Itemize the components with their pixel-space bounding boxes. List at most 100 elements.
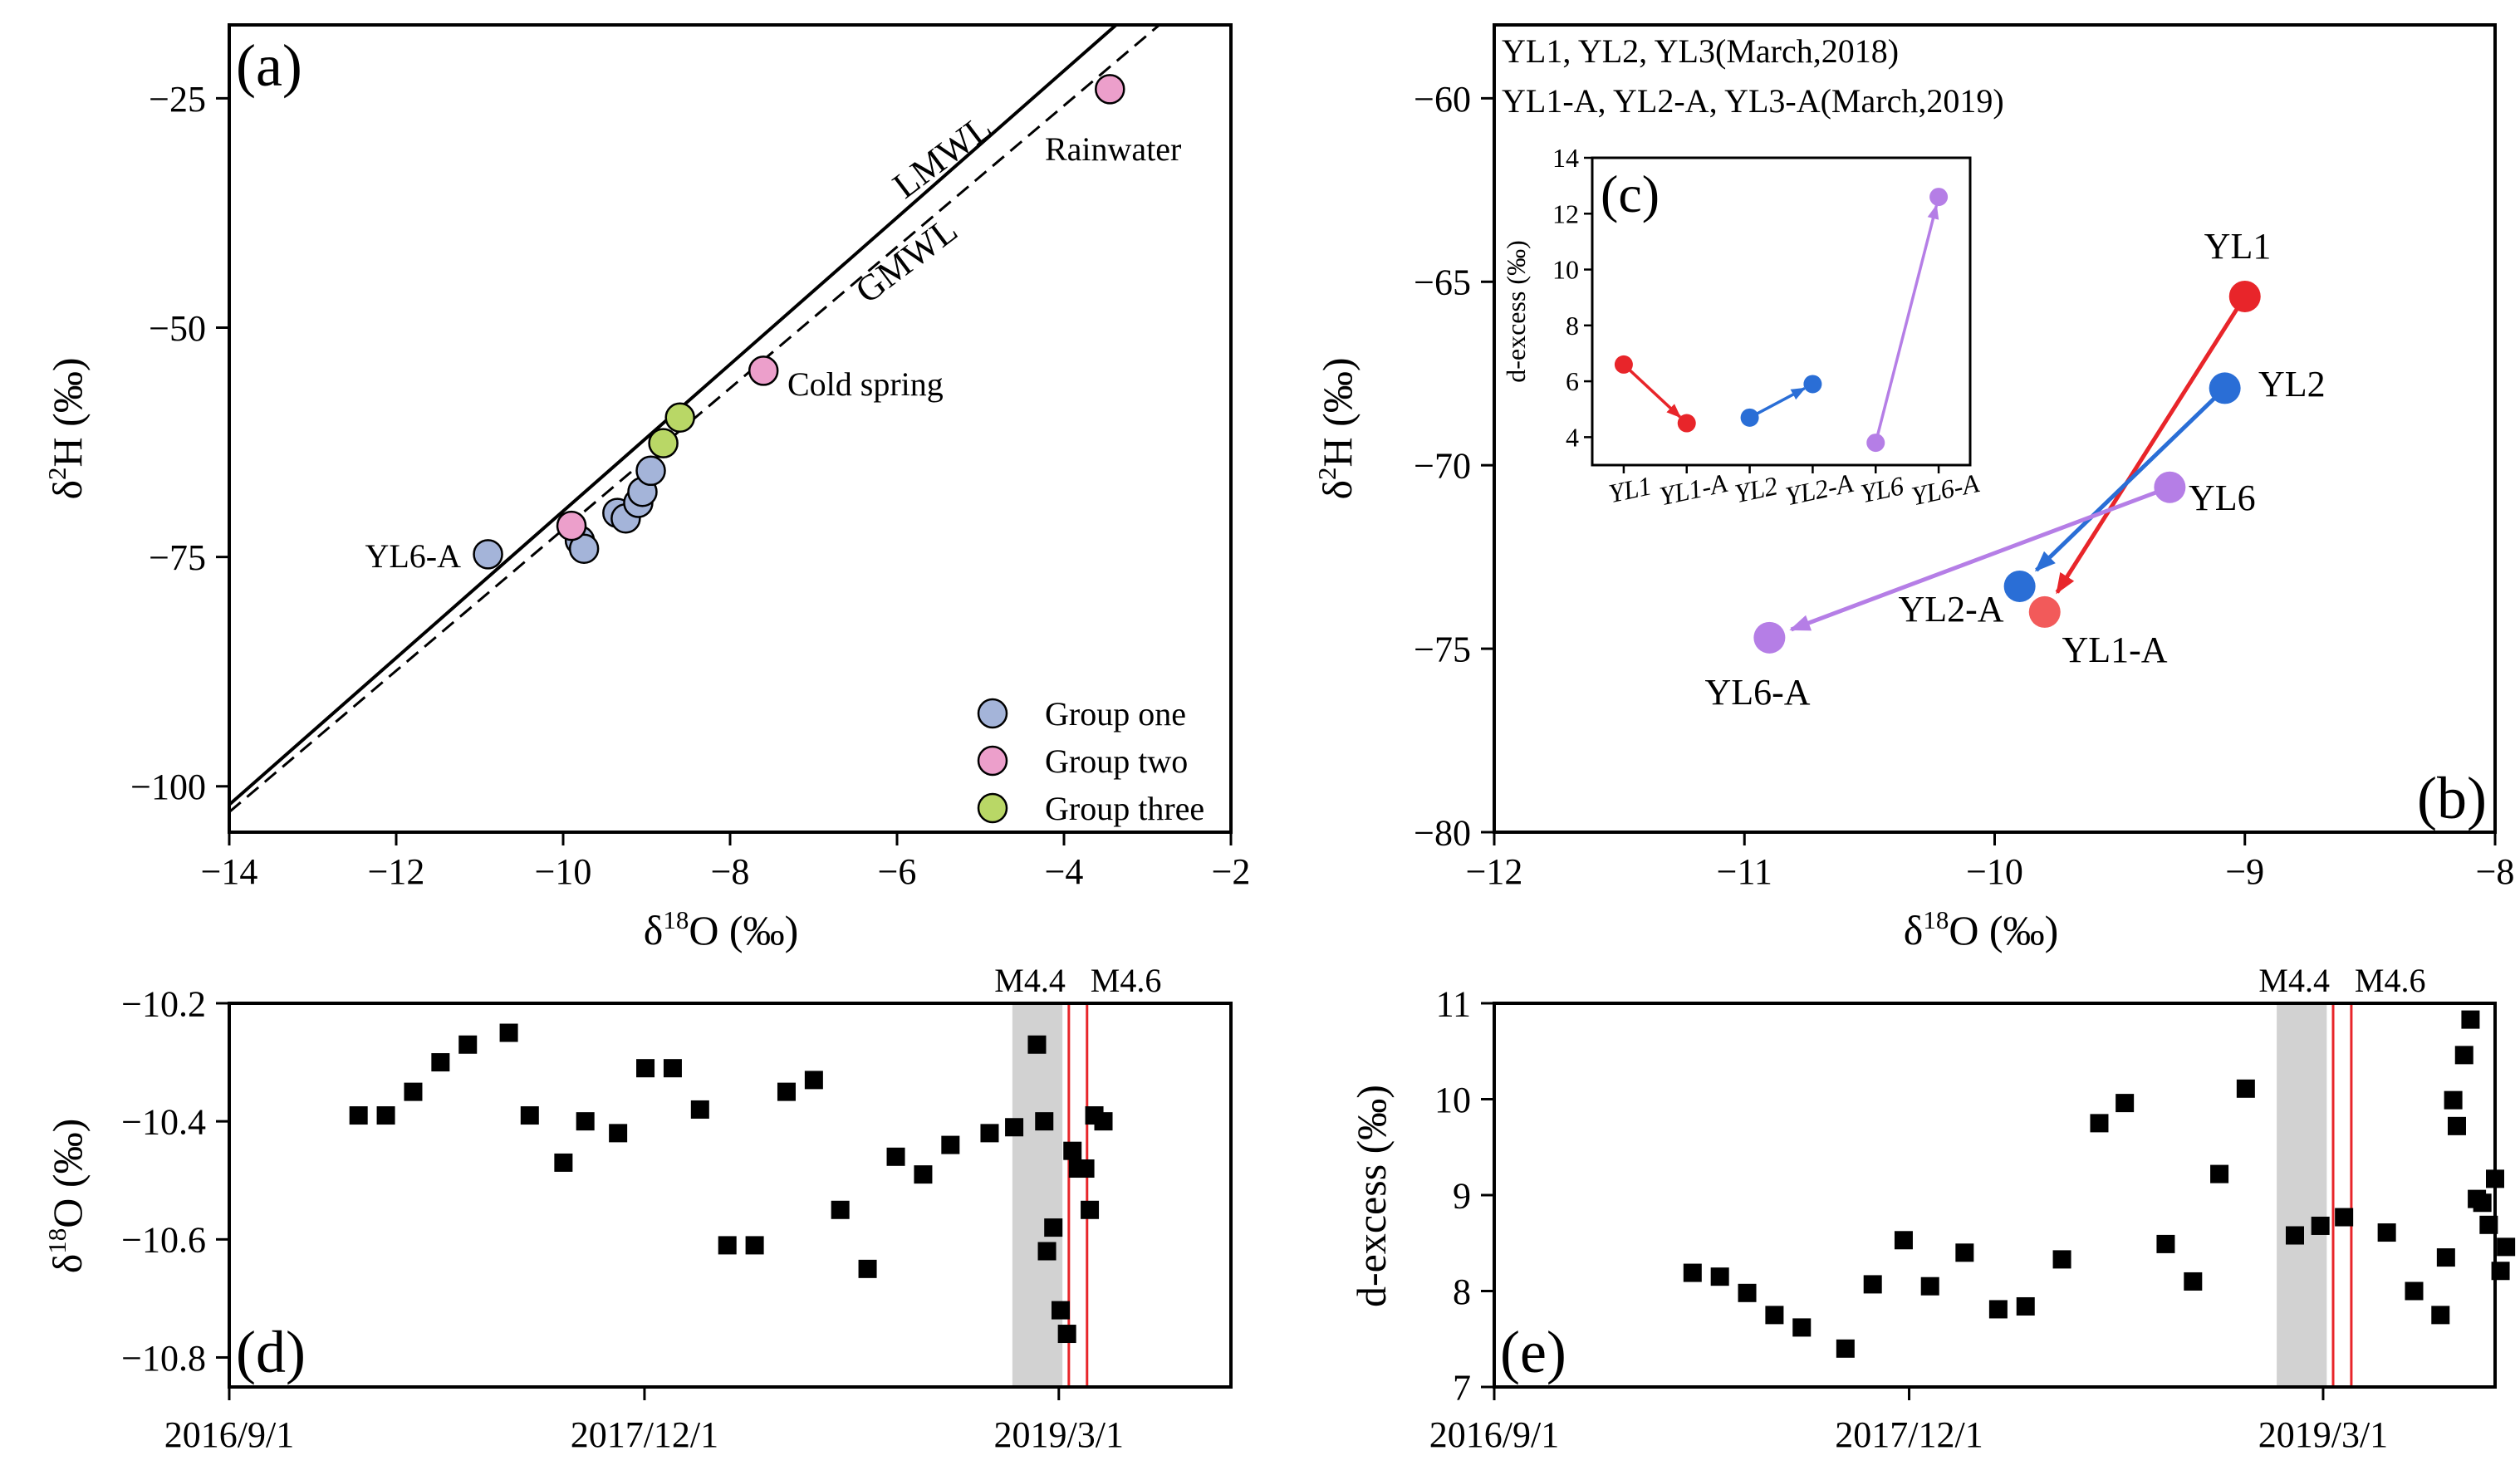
y-tick-label: −70 <box>1414 446 1471 487</box>
y-tick-label: 6 <box>1566 366 1579 396</box>
data-point <box>2447 1116 2466 1135</box>
x-tick-label: −4 <box>1045 851 1084 892</box>
category-label: YL1-A <box>1657 468 1730 511</box>
data-point <box>2405 1281 2424 1301</box>
axis-label-superscript: 18 <box>663 905 689 934</box>
d-excess-point <box>1929 188 1949 207</box>
y-tick-label: 11 <box>1436 983 1471 1024</box>
x-tick-label: −9 <box>2225 851 2264 892</box>
y-tick-label: −10.8 <box>121 1338 206 1379</box>
category-label: YL6 <box>1858 470 1906 508</box>
point-label-rainwater: Rainwater <box>1045 130 1181 168</box>
y-tick-label: 9 <box>1453 1175 1471 1216</box>
category-label: YL1 <box>1606 470 1655 508</box>
data-point <box>2236 1079 2255 1098</box>
data-point <box>2454 1046 2473 1065</box>
data-point <box>1894 1231 1913 1250</box>
axis-label-unit: H (‰) <box>44 358 91 468</box>
data-point <box>804 1071 823 1090</box>
data-point <box>1920 1277 1939 1296</box>
x-tick-label: 2016/9/1 <box>1429 1414 1559 1455</box>
x-axis-label: δ18O (‰) <box>644 905 798 953</box>
y-tick-label: −50 <box>149 308 206 349</box>
axis-label-symbol: δ <box>44 480 91 500</box>
y-tick-label: 12 <box>1552 198 1579 228</box>
y-axis-label: δ18O (‰) <box>42 1119 91 1273</box>
data-point <box>1738 1283 1757 1302</box>
start-point <box>2228 280 2261 312</box>
data-point <box>1051 1301 1070 1320</box>
data-point <box>690 1100 709 1119</box>
data-point <box>664 402 695 433</box>
panel-c-inset-chart: 4 6 8 10 12 14 YL1 YL1-A YL2 YL2-A YL6 YL6-A (c) d-ex… <box>1501 143 1982 511</box>
data-point <box>554 1153 573 1172</box>
label-yl2a: YL2-A <box>1898 589 2003 630</box>
data-point <box>458 1035 478 1054</box>
data-point <box>2377 1223 2396 1242</box>
y-tick-label: −75 <box>149 537 206 578</box>
axis-label-symbol: δ <box>1314 480 1361 500</box>
axis-label-superscript: 18 <box>42 1228 71 1254</box>
end-point <box>2028 595 2061 628</box>
panel-label: (b) <box>2417 765 2487 831</box>
y-tick-label: 10 <box>1552 255 1579 285</box>
data-point <box>2184 1272 2203 1291</box>
data-point <box>980 1124 999 1143</box>
data-point <box>648 428 679 458</box>
y-tick-label: −60 <box>1414 79 1471 120</box>
data-point <box>1027 1035 1047 1054</box>
data-point <box>2431 1306 2450 1325</box>
data-point <box>404 1082 423 1101</box>
x-tick-label: −10 <box>1966 851 2023 892</box>
data-point <box>1792 1318 1812 1337</box>
y-axis-label: δ2H (‰) <box>1312 358 1361 500</box>
category-label: YL2 <box>1732 470 1780 508</box>
axis-label-unit: O (‰) <box>44 1119 91 1228</box>
data-point <box>1037 1242 1057 1261</box>
axis-label-unit: O (‰) <box>1949 907 2058 953</box>
label-yl1: YL1 <box>2204 226 2272 267</box>
lmwl-label: LMWL <box>885 106 999 206</box>
legend-label: Group two <box>1045 742 1188 780</box>
x-tick-label: −14 <box>201 851 258 892</box>
panel-e-chart: M4.4 M4.6 2016/9/1 2017/12/1 2019/3/1 7 8 9 10 11… <box>1348 962 2516 1455</box>
gmwl-line <box>229 25 1119 806</box>
y-tick-label: −10.6 <box>121 1220 206 1261</box>
data-point <box>1095 74 1125 105</box>
label-yl6a: YL6-A <box>1704 672 1810 713</box>
legend-marker <box>977 792 1008 824</box>
legend-label: Group three <box>1045 790 1204 827</box>
x-tick-label: −2 <box>1212 851 1251 892</box>
end-point <box>1753 621 1786 654</box>
data-point <box>1683 1263 1702 1282</box>
data-point <box>777 1082 796 1101</box>
axis-label-symbol: δ <box>1904 907 1924 953</box>
shaded-period <box>2277 1003 2327 1387</box>
y-tick-label: −80 <box>1414 812 1471 853</box>
x-tick-label: −8 <box>711 851 750 892</box>
y-tick-label: 10 <box>1434 1080 1471 1120</box>
data-point <box>2497 1237 2516 1257</box>
x-tick-label: −6 <box>878 851 917 892</box>
data-point <box>376 1106 395 1125</box>
data-point <box>568 533 600 564</box>
d-excess-change-arrow <box>1874 204 1939 443</box>
x-tick-label: −12 <box>1466 851 1523 892</box>
data-point <box>663 1059 682 1078</box>
data-point <box>1765 1306 1784 1325</box>
start-point <box>2154 471 2186 503</box>
y-tick-label: 8 <box>1566 311 1579 341</box>
pair-arrow <box>2055 295 2247 595</box>
axis-label-unit: H (‰) <box>1314 358 1361 468</box>
pair-arrow <box>1789 485 2171 632</box>
axis-label-symbol: δ <box>44 1254 91 1274</box>
data-point <box>1044 1218 1063 1237</box>
y-tick-label: −100 <box>130 767 206 807</box>
axis-label-unit: O (‰) <box>689 907 798 953</box>
data-point <box>499 1023 518 1042</box>
data-point <box>2436 1248 2455 1267</box>
d-excess-change-arrow <box>1748 387 1807 419</box>
x-tick-label: −10 <box>535 851 592 892</box>
